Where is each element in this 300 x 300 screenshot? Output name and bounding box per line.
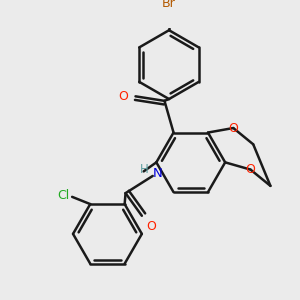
- Text: H: H: [140, 163, 149, 176]
- Text: Br: Br: [162, 0, 176, 10]
- Text: Cl: Cl: [57, 188, 69, 202]
- Text: N: N: [153, 167, 163, 180]
- Text: O: O: [246, 163, 256, 176]
- Text: O: O: [146, 220, 156, 233]
- Text: O: O: [118, 90, 128, 103]
- Text: O: O: [228, 122, 238, 134]
